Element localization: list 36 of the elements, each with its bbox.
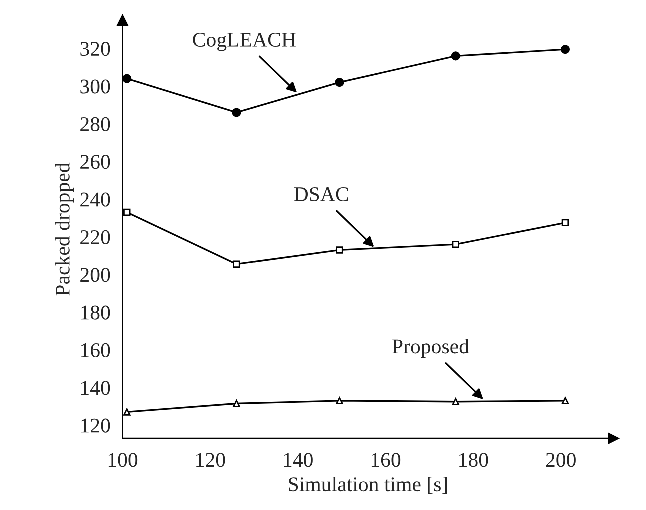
point <box>335 78 344 88</box>
y-tick-label: 280 <box>80 117 110 132</box>
x-tick-label: 120 <box>196 453 226 468</box>
y-tick-label: 160 <box>82 343 110 358</box>
point <box>124 208 131 216</box>
y-tick-label: 200 <box>80 268 110 282</box>
point <box>562 219 570 227</box>
y-tick-label: 260 <box>80 155 110 170</box>
point <box>122 74 132 84</box>
point <box>452 398 460 406</box>
point <box>562 397 570 405</box>
point <box>336 246 344 254</box>
y-tick-label: 240 <box>80 192 110 207</box>
point <box>232 108 242 118</box>
point <box>336 397 344 405</box>
x-tick-label: 140 <box>284 453 313 468</box>
x-axis-title: Simulation time [s] <box>289 476 448 494</box>
annotation: DSAC <box>294 187 348 202</box>
point <box>233 400 240 408</box>
y-tick-label: 300 <box>80 80 110 94</box>
point <box>560 45 570 54</box>
point <box>452 240 460 248</box>
annotation: Proposed <box>392 339 470 358</box>
annotation: CogLEACH <box>193 32 296 52</box>
point <box>233 260 240 268</box>
y-tick-label: 180 <box>82 306 110 320</box>
x-tick-label: 160 <box>372 453 401 468</box>
x-tick-label: 100 <box>108 453 138 468</box>
x-tick-label: 180 <box>460 453 488 468</box>
y-tick-label: 140 <box>82 381 110 396</box>
y-tick-label: 120 <box>82 418 110 433</box>
y-tick-label: 220 <box>80 230 110 244</box>
y-tick-label: 320 <box>80 42 110 56</box>
x-tick-label: 200 <box>546 453 576 468</box>
y-axis-title: Packed dropped <box>55 162 74 296</box>
point <box>451 52 460 61</box>
